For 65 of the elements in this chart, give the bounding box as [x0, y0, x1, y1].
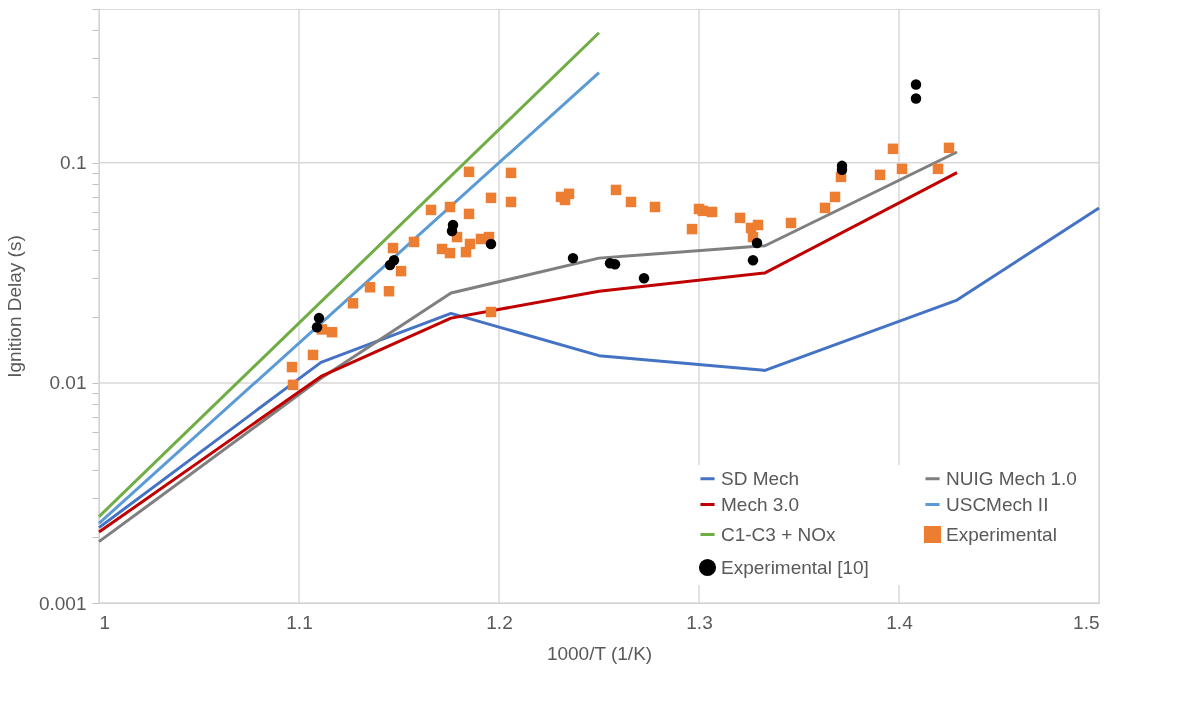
point: [444, 247, 456, 259]
point: [734, 212, 746, 224]
x-tick-label: 1: [99, 611, 111, 633]
point: [463, 166, 475, 178]
point: [829, 191, 841, 203]
point: [395, 265, 407, 277]
point: [383, 285, 395, 297]
point: [649, 201, 661, 213]
point: [943, 142, 955, 154]
point: [910, 93, 922, 104]
legend-label: Experimental [10]: [721, 556, 869, 578]
legend-label: USCMech II: [946, 493, 1049, 515]
point: [747, 254, 759, 266]
point: [388, 254, 400, 266]
legend-label: SD Mech: [721, 467, 800, 489]
legend-label: C1-C3 + NOx: [721, 523, 837, 545]
point: [887, 143, 899, 155]
point: [347, 298, 359, 309]
point: [364, 282, 376, 293]
point: [463, 208, 475, 220]
point: [287, 379, 299, 391]
point: [485, 238, 497, 250]
line-series: [97, 206, 1101, 530]
point: [910, 79, 922, 90]
x-axis-title: 1000/T (1/K): [546, 642, 653, 664]
point: [286, 361, 298, 373]
point: [567, 252, 579, 264]
point: [311, 322, 323, 333]
x-tick-label: 1.2: [486, 611, 513, 633]
point: [896, 163, 908, 175]
point: [505, 167, 517, 179]
point: [610, 184, 622, 196]
point: [686, 223, 698, 235]
point: [752, 219, 764, 231]
legend-label: NUIG Mech 1.0: [946, 467, 1077, 489]
point: [706, 206, 718, 218]
y-tick-label: 0.1: [60, 152, 87, 174]
y-axis-title: Ignition Delay (s): [3, 235, 25, 378]
point: [751, 237, 763, 249]
point: [785, 217, 797, 229]
x-tick-label: 1.1: [286, 611, 313, 633]
point: [505, 196, 517, 208]
point: [326, 326, 338, 338]
point: [313, 312, 325, 324]
point: [874, 169, 886, 181]
y-tick-label: 0.01: [49, 372, 87, 394]
point: [387, 242, 399, 254]
point: [638, 272, 650, 284]
point: [625, 196, 637, 208]
x-tick-label: 1.3: [686, 611, 713, 633]
point: [425, 204, 437, 216]
point: [563, 188, 575, 200]
legend-label: Experimental: [946, 523, 1057, 545]
point: [307, 349, 319, 361]
point: [485, 192, 497, 204]
x-tick-label: 1.5: [1073, 611, 1100, 633]
point: [464, 238, 476, 250]
point: [932, 163, 944, 175]
point: [408, 236, 420, 248]
y-tick-label: 0.001: [38, 592, 87, 614]
legend-label: Mech 3.0: [721, 493, 800, 515]
x-tick-label: 1.4: [886, 611, 914, 633]
point: [485, 306, 497, 318]
point: [819, 202, 831, 214]
point: [444, 201, 456, 213]
